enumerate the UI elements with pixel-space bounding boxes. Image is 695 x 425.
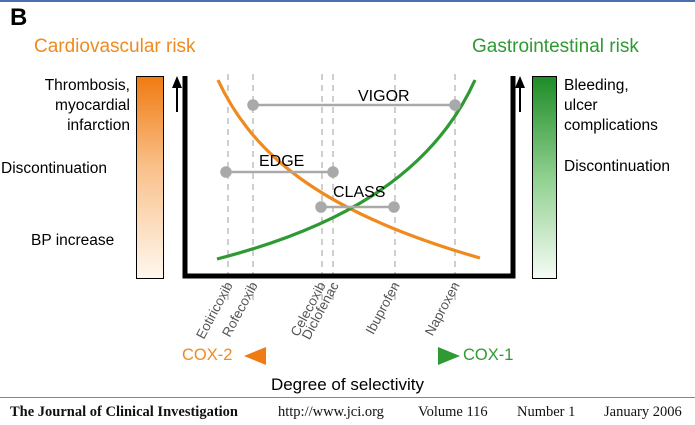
edge-label: EDGE xyxy=(259,153,304,170)
class-label: CLASS xyxy=(333,184,385,201)
cardiovascular-risk-heading: Cardiovascular risk xyxy=(34,36,196,57)
gi-severe-line-3: complications xyxy=(564,117,658,134)
edge-trial-bar xyxy=(220,166,339,178)
drug-label-naproxen: Naproxen xyxy=(422,279,463,338)
vigor-trial-bar xyxy=(247,99,461,111)
cv-severe-line-3: infarction xyxy=(67,117,130,134)
gi-discontinuation-label: Discontinuation xyxy=(564,158,670,175)
drug-guide-lines xyxy=(227,74,456,300)
gi-severe-line-1: Bleeding, xyxy=(564,77,629,94)
cv-bp-increase-label: BP increase xyxy=(31,232,115,249)
gi-risk-curve xyxy=(216,79,477,261)
cv-up-arrow-icon xyxy=(172,76,182,112)
journal-date: January 2006 xyxy=(604,404,682,420)
cv-severe-line-2: myocardial xyxy=(55,97,130,114)
journal-volume: Volume 116 xyxy=(418,404,488,420)
cv-discontinuation-label: Discontinuation xyxy=(1,160,107,177)
gi-up-arrow-icon xyxy=(515,76,525,112)
selectivity-double-arrow-icon xyxy=(244,347,460,365)
gi-risk-gradient-bar xyxy=(532,76,557,279)
cox2-label: COX-2 xyxy=(182,346,233,364)
frame xyxy=(182,76,516,279)
gi-severe-label: Bleeding, ulcer complications xyxy=(564,76,658,136)
journal-url: http://www.jci.org xyxy=(278,404,384,420)
cv-severe-line-1: Thrombosis, xyxy=(44,77,130,94)
cox1-label: COX-1 xyxy=(463,346,514,364)
panel-label: B xyxy=(10,4,28,31)
selectivity-axis-label: Degree of selectivity xyxy=(270,375,425,394)
class-trial-bar xyxy=(315,201,400,213)
drug-label-ibuprofen: Ibuprofen xyxy=(363,279,403,336)
cv-risk-curve xyxy=(216,79,481,260)
footer-rule xyxy=(0,397,695,398)
cv-severe-label: Thrombosis, myocardial infarction xyxy=(45,76,130,136)
vigor-label: VIGOR xyxy=(358,88,410,105)
journal-title: The Journal of Clinical Investigation xyxy=(10,404,238,420)
header-rule xyxy=(0,0,695,2)
journal-number: Number 1 xyxy=(517,404,576,420)
gi-severe-line-2: ulcer xyxy=(564,97,598,114)
cv-risk-gradient-bar xyxy=(136,76,164,279)
gastrointestinal-risk-heading: Gastrointestinal risk xyxy=(472,36,639,57)
